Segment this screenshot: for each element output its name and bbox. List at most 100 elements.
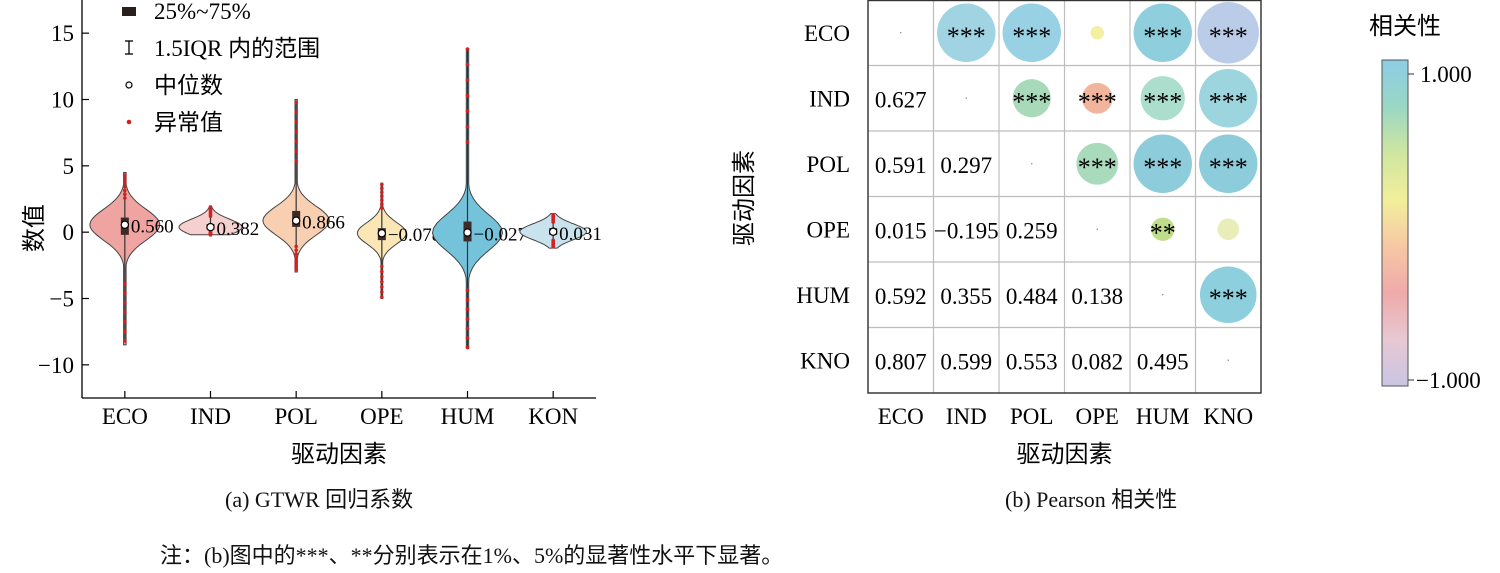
outlier-point: [123, 196, 127, 200]
diagonal-dot: [1162, 294, 1164, 296]
corr-circle: [1199, 69, 1258, 128]
corr-value: −0.195: [934, 218, 999, 243]
outlier-point: [294, 244, 298, 249]
y-tick-label: −10: [38, 353, 74, 378]
outlier-point: [465, 62, 470, 67]
corr-value: 0.082: [1071, 349, 1123, 374]
outlier-point: [294, 256, 298, 260]
outlier-point: [380, 182, 384, 187]
corr-circle: [1012, 79, 1051, 118]
outlier-point: [380, 206, 384, 210]
outlier-point: [465, 124, 470, 129]
colorbar-min-label: −1.000: [1416, 368, 1481, 393]
outlier-point: [294, 263, 298, 268]
corr-circle: [937, 3, 996, 62]
median-label: 0.866: [302, 213, 345, 234]
outlier-point: [294, 139, 298, 144]
y-tick-label: KNO: [800, 348, 850, 373]
corr-circle: [1197, 2, 1259, 64]
x-tick-label: KON: [528, 404, 578, 429]
outlier-point: [123, 291, 127, 295]
diagonal-dot: [900, 32, 902, 34]
y-tick-label: HUM: [796, 283, 850, 308]
outlier-point: [465, 288, 470, 293]
outlier-point: [123, 329, 127, 334]
significance-label: ***: [1012, 22, 1051, 51]
outlier-point: [294, 159, 298, 163]
outlier-point: [465, 336, 470, 340]
median-marker-pol: [291, 216, 301, 225]
outlier-point: [465, 47, 470, 51]
outlier-point: [465, 109, 470, 113]
corr-value: 0.627: [875, 87, 927, 112]
x-tick-label: IND: [190, 404, 231, 429]
legend-label: 中位数: [154, 73, 223, 98]
outlier-point: [380, 264, 384, 269]
outlier-point: [465, 93, 470, 98]
corr-value: 0.015: [875, 218, 927, 243]
outlier-point: [380, 274, 384, 279]
outlier-point: [380, 290, 384, 294]
outlier-point: [551, 220, 555, 224]
corr-value: 0.495: [1137, 349, 1189, 374]
y-tick-label: OPE: [807, 217, 850, 242]
outlier-point: [123, 180, 127, 185]
corr-value: 0.138: [1071, 284, 1123, 309]
significance-label: ***: [1209, 153, 1248, 182]
significance-label: ***: [1209, 87, 1248, 116]
outlier-point: [380, 269, 384, 274]
y-tick-label: 0: [63, 220, 75, 245]
corr-value: 0.599: [940, 349, 992, 374]
x-axis-title: 驱动因素: [291, 440, 387, 468]
significance-label: ***: [1012, 87, 1051, 116]
outlier-point: [123, 339, 127, 343]
outlier-point: [294, 252, 298, 256]
corr-circle: [1076, 142, 1119, 185]
outlier-point: [123, 281, 127, 286]
outlier-point: [294, 110, 298, 114]
significance-label: ***: [1078, 87, 1117, 116]
significance-label: ***: [1143, 153, 1182, 182]
y-tick-label: −5: [50, 287, 74, 312]
corr-value: 0.259: [1006, 218, 1058, 243]
outlier-point: [380, 279, 384, 284]
outlier-point: [294, 248, 298, 253]
diagonal-dot: [1096, 228, 1098, 230]
legend-label: 异常值: [154, 110, 223, 135]
outlier-point: [294, 267, 298, 272]
corr-circle: [1081, 82, 1113, 114]
colorbar-title: 相关性: [1369, 12, 1441, 40]
x-tick-label: ECO: [878, 404, 924, 429]
significance-label: ***: [1143, 87, 1182, 116]
outlier-point: [465, 307, 470, 312]
corr-circle: [1199, 134, 1258, 193]
outlier-point: [465, 78, 470, 82]
outlier-point: [465, 326, 470, 331]
y-tick-label: IND: [809, 86, 850, 111]
outlier-point: [294, 259, 298, 264]
corr-value: 0.591: [875, 153, 927, 178]
outlier-point: [465, 317, 470, 321]
median-marker-kon: [548, 227, 558, 236]
legend-median-swatch: [125, 81, 133, 89]
outlier-point: [123, 192, 127, 197]
outlier-point: [294, 129, 298, 134]
outlier-point: [123, 177, 127, 181]
median-label: 0.382: [217, 219, 260, 240]
outlier-point: [294, 100, 298, 104]
outlier-point: [123, 188, 127, 193]
outlier-point: [123, 184, 127, 189]
outlier-point: [465, 140, 470, 145]
legend-outlier-swatch: [126, 119, 132, 125]
plot-frame: [867, 0, 1262, 394]
x-tick-label: HUM: [441, 404, 495, 429]
corr-value: 0.355: [940, 284, 992, 309]
outlier-point: [380, 186, 384, 191]
outlier-point: [123, 320, 127, 324]
diagonal-dot: [965, 97, 967, 99]
outlier-point: [380, 190, 384, 195]
caption-a: (a) GTWR 回归系数: [225, 487, 414, 512]
legend-label: 25%~75%: [154, 0, 251, 24]
legend-label: 1.5IQR 内的范围: [154, 36, 320, 61]
y-axis-title: 数值: [20, 204, 48, 252]
